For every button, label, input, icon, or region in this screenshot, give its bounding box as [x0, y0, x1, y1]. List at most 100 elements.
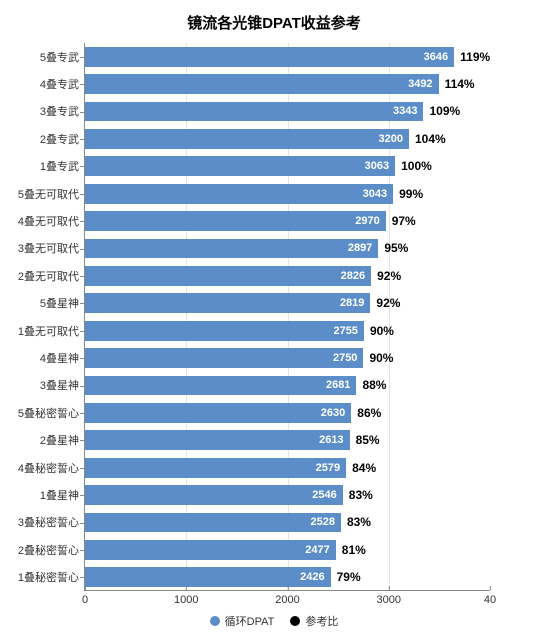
bar-row: 3叠秘密誓心252883%	[85, 513, 490, 533]
y-axis-label: 3叠星神	[40, 377, 85, 393]
bar-row: 3叠专武3343109%	[85, 102, 490, 122]
bar: 2477	[85, 540, 336, 560]
bar-row: 2叠星神261385%	[85, 430, 490, 450]
bar-value-label: 3063	[365, 160, 389, 172]
bar: 2970	[85, 211, 386, 231]
bar-pct-label: 95%	[384, 241, 408, 255]
legend-swatch-icon	[210, 616, 220, 626]
bar: 2819	[85, 293, 370, 313]
legend-swatch-icon	[290, 616, 300, 626]
bar-pct-label: 92%	[377, 269, 401, 283]
bar: 2426	[85, 567, 331, 587]
bar: 2681	[85, 376, 356, 396]
bar-row: 5叠星神281992%	[85, 293, 490, 313]
bar-value-label: 2755	[333, 325, 357, 337]
y-axis-label: 4叠无可取代	[18, 213, 85, 229]
bar-value-label: 3492	[408, 78, 432, 90]
y-axis-label: 3叠无可取代	[18, 240, 85, 256]
bar-pct-label: 92%	[376, 296, 400, 310]
bar: 2528	[85, 513, 341, 533]
y-axis-label: 2叠无可取代	[18, 268, 85, 284]
bar-row: 5叠专武3646119%	[85, 47, 490, 67]
bar: 2755	[85, 321, 364, 341]
bar-pct-label: 90%	[370, 324, 394, 338]
bar-value-label: 2819	[340, 297, 364, 309]
x-tick-label: 3000	[377, 590, 401, 606]
bar-value-label: 2477	[305, 544, 329, 556]
bar-pct-label: 83%	[349, 488, 373, 502]
bar-row: 2叠无可取代282692%	[85, 266, 490, 286]
bar: 3043	[85, 184, 393, 204]
bar-value-label: 3200	[379, 133, 403, 145]
bar-value-label: 3343	[393, 105, 417, 117]
bar-value-label: 2897	[348, 242, 372, 254]
bar-value-label: 2426	[300, 571, 324, 583]
bar-row: 1叠专武3063100%	[85, 156, 490, 176]
bar-pct-label: 90%	[369, 351, 393, 365]
y-axis-label: 2叠星神	[40, 432, 85, 448]
bar: 3492	[85, 74, 439, 94]
bar-row: 1叠秘密誓心242679%	[85, 567, 490, 587]
bar-row: 3叠无可取代289795%	[85, 239, 490, 259]
bar-row: 4叠专武3492114%	[85, 74, 490, 94]
bar: 2579	[85, 458, 346, 478]
chart-container: 镜流各光锥DPAT收益参考 0 1000 2000 3000 40 5叠专武 3646 119…	[0, 0, 548, 635]
bar: 2897	[85, 239, 378, 259]
bar-value-label: 2750	[333, 352, 357, 364]
gridline	[186, 43, 187, 590]
bar: 2546	[85, 485, 343, 505]
y-axis-label: 3叠秘密誓心	[18, 514, 85, 530]
gridline	[389, 43, 390, 590]
bar-pct-label: 88%	[362, 378, 386, 392]
y-axis-label: 5叠星神	[40, 295, 85, 311]
bar-pct-label: 119%	[460, 50, 490, 64]
x-tick-label: 0	[82, 590, 88, 606]
bar-pct-label: 97%	[392, 214, 416, 228]
bar: 2630	[85, 403, 351, 423]
legend-label: 循环DPAT	[225, 613, 275, 629]
bar-pct-label: 79%	[337, 570, 361, 584]
bar-row: 5叠无可取代304399%	[85, 184, 490, 204]
legend-label: 参考比	[305, 613, 338, 629]
bar-value-label: 2681	[326, 379, 350, 391]
bar-value-label: 2546	[312, 489, 336, 501]
y-axis-label: 5叠秘密誓心	[18, 405, 85, 421]
y-axis-label: 2叠秘密誓心	[18, 542, 85, 558]
bar-value-label: 2630	[321, 407, 345, 419]
x-tick-label: 1000	[174, 590, 198, 606]
bar-row: 2叠专武3200104%	[85, 129, 490, 149]
bar-pct-label: 109%	[429, 104, 460, 118]
bar-value-label: 2613	[319, 434, 343, 446]
chart-title: 镜流各光锥DPAT收益参考	[18, 12, 530, 33]
bar: 3200	[85, 129, 409, 149]
bar-pct-label: 114%	[445, 77, 475, 91]
bar: 2750	[85, 348, 363, 368]
bar-row: 3叠星神268188%	[85, 376, 490, 396]
bar-value-label: 2579	[316, 462, 340, 474]
bar-value-label: 3646	[424, 51, 448, 63]
y-axis-label: 1叠无可取代	[18, 323, 85, 339]
bar: 3343	[85, 102, 423, 122]
bar-row: 5叠秘密誓心263086%	[85, 403, 490, 423]
bar-pct-label: 85%	[356, 433, 380, 447]
y-axis-label: 5叠无可取代	[18, 186, 85, 202]
bar-pct-label: 81%	[342, 543, 366, 557]
bar-value-label: 2970	[355, 215, 379, 227]
y-axis-label: 2叠专武	[40, 131, 85, 147]
gridline	[288, 43, 289, 590]
y-axis-label: 5叠专武	[40, 49, 85, 65]
bar-value-label: 3043	[363, 188, 387, 200]
bar-row: 4叠星神275090%	[85, 348, 490, 368]
bar-value-label: 2528	[310, 516, 334, 528]
bar: 2826	[85, 266, 371, 286]
plot-area: 0100020003000405叠专武3646119%4叠专武3492114%3…	[84, 43, 490, 591]
y-axis-label: 4叠秘密誓心	[18, 460, 85, 476]
bar-value-label: 2826	[341, 270, 365, 282]
bar-row: 4叠无可取代297097%	[85, 211, 490, 231]
x-tick-label-secondary: 40	[484, 590, 496, 606]
bar-pct-label: 83%	[347, 515, 371, 529]
bar-pct-label: 84%	[352, 461, 376, 475]
y-axis-label: 1叠星神	[40, 487, 85, 503]
legend: 循环DPAT 参考比	[18, 613, 530, 629]
x-tick-label: 2000	[275, 590, 299, 606]
